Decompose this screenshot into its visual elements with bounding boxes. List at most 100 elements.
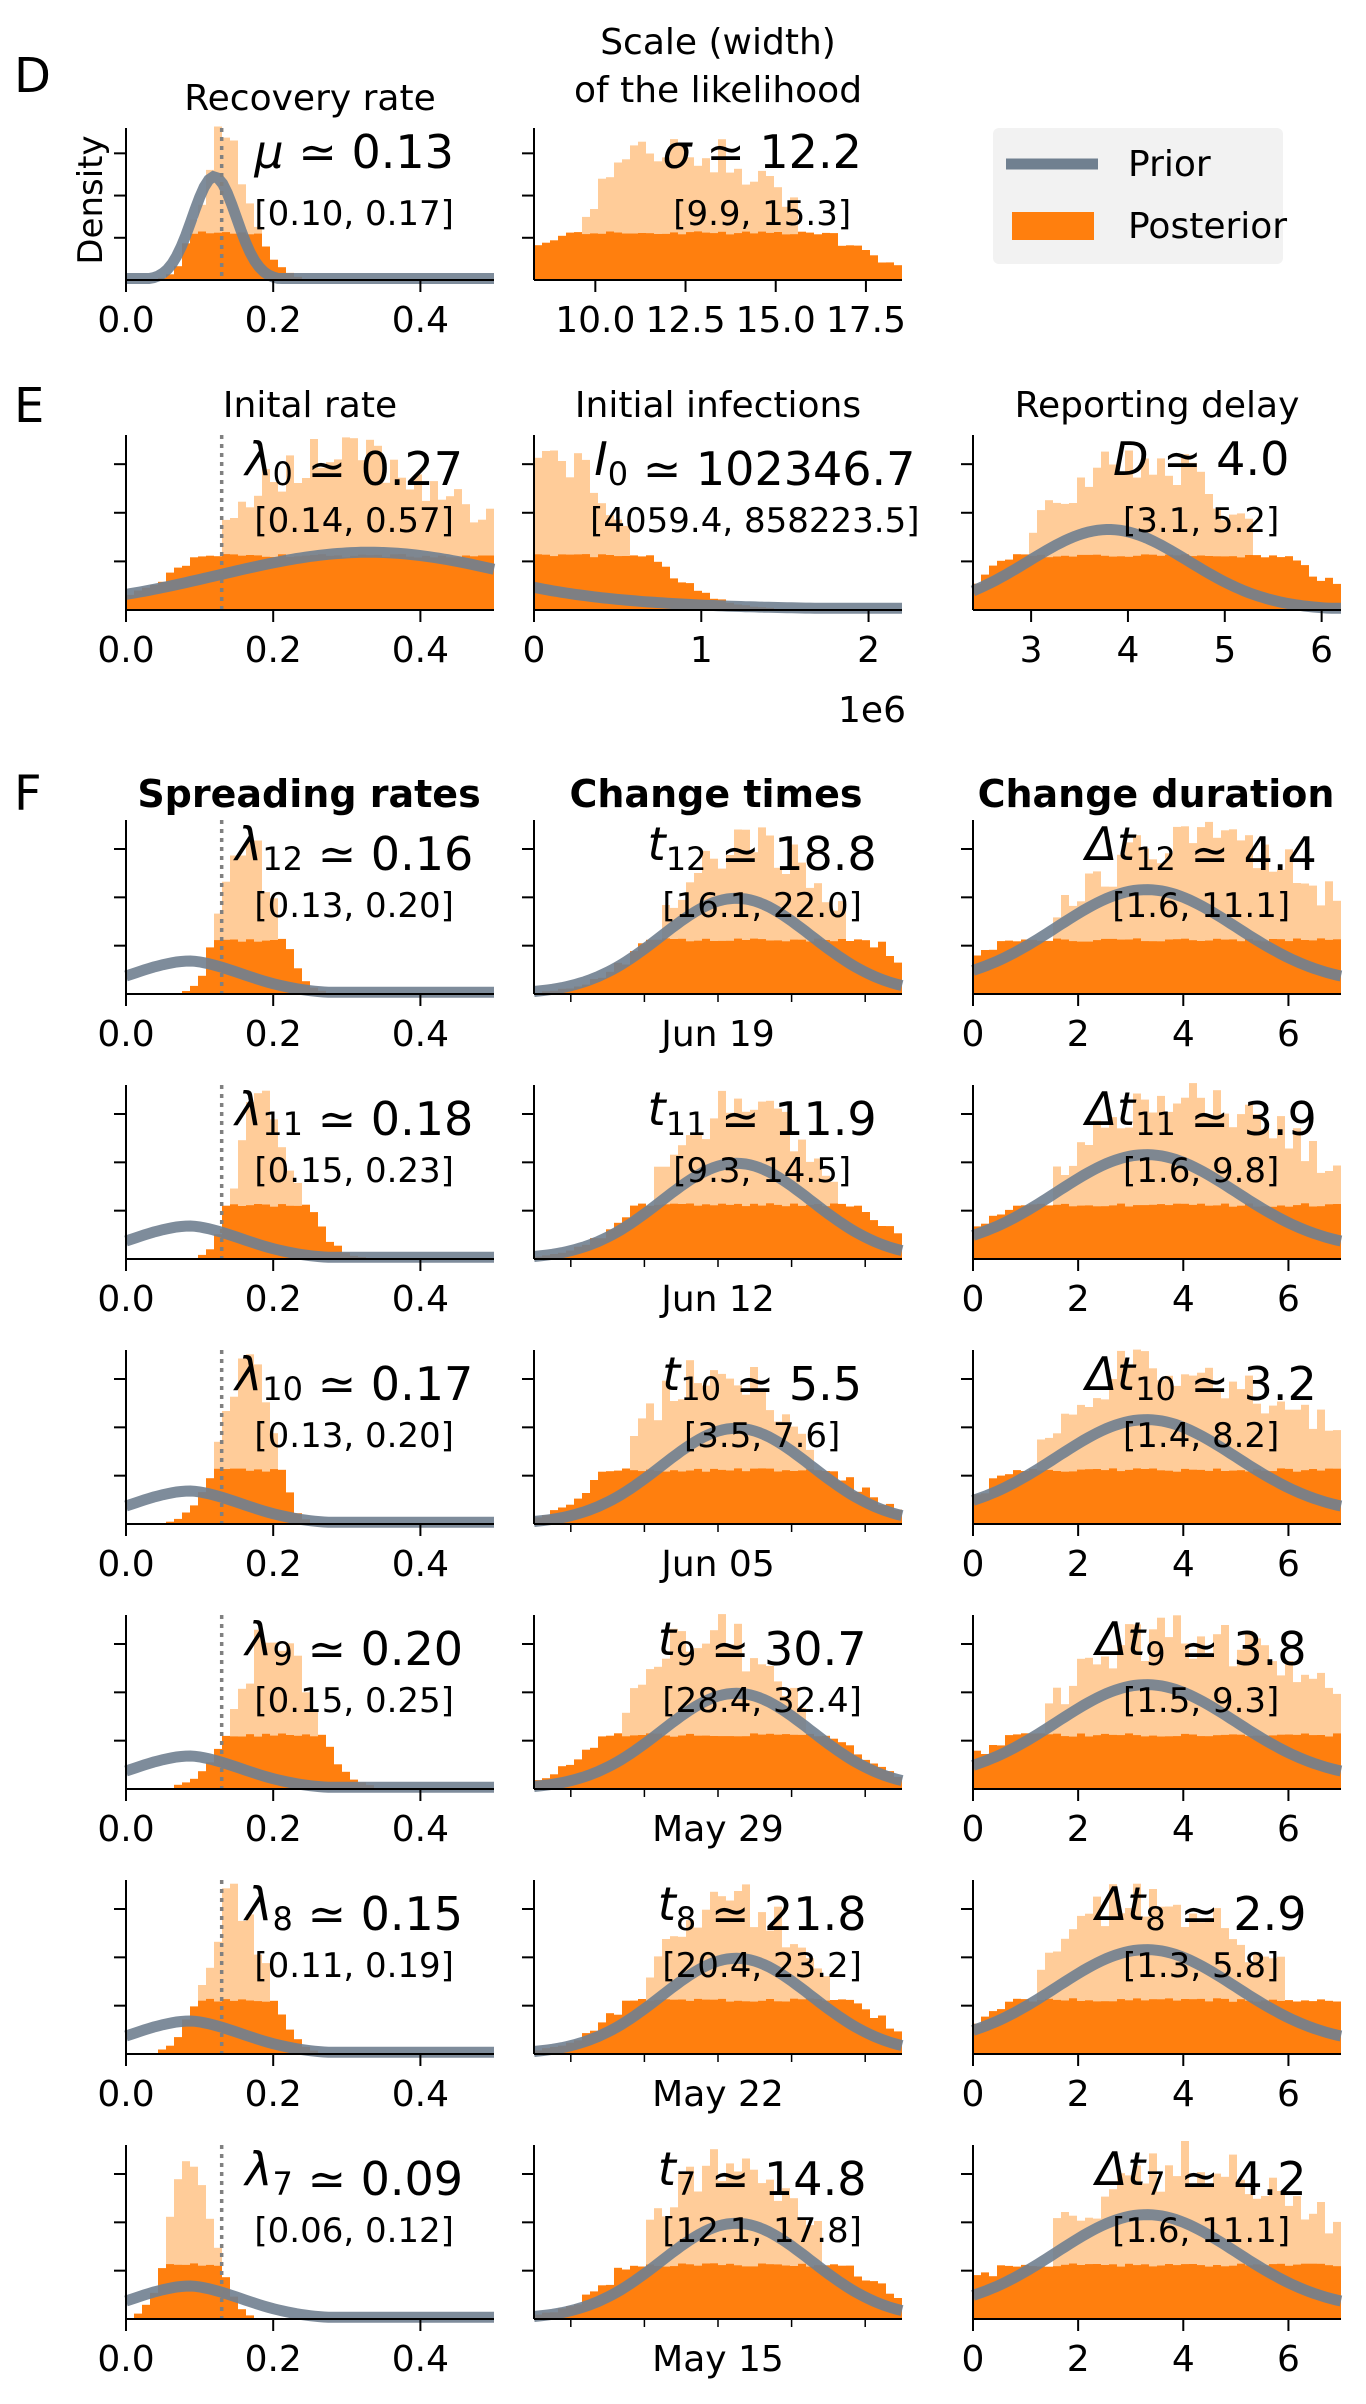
posterior-bar xyxy=(1269,939,1277,994)
posterior-bar xyxy=(342,557,350,610)
posterior-bar-light xyxy=(1157,458,1165,610)
posterior-bar-light xyxy=(1189,1913,1197,2054)
posterior-bar-light xyxy=(1085,1145,1093,1259)
posterior-bar-light xyxy=(1293,1409,1301,1524)
panel-I0: 0 1 2 1e6 Initial infections I0 ≃ 102346.7 [40… xyxy=(522,385,919,731)
posterior-bar xyxy=(262,1471,270,1524)
posterior-bar xyxy=(973,583,981,610)
posterior-bar-light xyxy=(262,1090,270,1259)
posterior-bar-light xyxy=(1125,1127,1133,1259)
posterior-bar-light xyxy=(726,1378,734,1524)
posterior-bar-light xyxy=(750,852,758,994)
posterior-bar-light xyxy=(734,1891,742,2054)
estimate-annotation: λ0 ≃ 0.27 xyxy=(242,432,463,496)
posterior-bar-light xyxy=(686,1920,694,2054)
posterior-bar xyxy=(1173,2265,1181,2319)
posterior-bar xyxy=(973,1226,981,1259)
posterior-bar-light xyxy=(1213,1391,1221,1524)
posterior-bar xyxy=(814,938,822,994)
posterior-bar-light xyxy=(702,1139,710,1259)
posterior-bar-light xyxy=(678,1936,686,2054)
x-tick-label: 0 xyxy=(962,1544,985,1585)
posterior-bar xyxy=(638,1471,646,1524)
x-offset-label: 1e6 xyxy=(838,690,906,731)
posterior-bar-light xyxy=(742,1884,750,2054)
posterior-bar-light xyxy=(262,469,270,610)
posterior-bar xyxy=(678,2263,686,2319)
credible-interval: [9.3, 14.5] xyxy=(673,1151,851,1191)
posterior-bar xyxy=(814,1204,822,1259)
posterior-bar xyxy=(1005,940,1013,994)
x-tick-label: 2 xyxy=(1067,1014,1090,1055)
x-tick-label: 6 xyxy=(1277,2074,1300,2115)
posterior-bar-light xyxy=(670,1936,678,2054)
posterior-bar-light xyxy=(702,2165,710,2319)
posterior-bar xyxy=(1229,1206,1237,1259)
posterior-bar xyxy=(1157,2265,1165,2319)
credible-interval: [28.4, 32.4] xyxy=(662,1681,862,1721)
posterior-bar xyxy=(1253,2264,1261,2319)
posterior-bar xyxy=(278,938,286,994)
posterior-bar-light xyxy=(750,1927,758,2054)
posterior-bar xyxy=(750,2266,758,2319)
posterior-bar xyxy=(1109,1468,1117,1524)
posterior-bar xyxy=(1173,2000,1181,2054)
posterior-bar xyxy=(1181,1999,1189,2054)
posterior-bar xyxy=(1253,2001,1261,2054)
posterior-bar xyxy=(238,1468,246,1524)
panel-l11: 0.0 0.2 0.4 λ11 ≃ 0.18 [0.15, 0.23] xyxy=(97,1082,494,1320)
x-tick-label: May 22 xyxy=(652,2074,784,2115)
posterior-bar-light xyxy=(726,1112,734,1259)
posterior-bar-light xyxy=(1133,1093,1141,1259)
posterior-bar xyxy=(1029,1204,1037,1259)
posterior-bar xyxy=(838,1742,846,1789)
posterior-bar xyxy=(286,949,294,994)
posterior-bar xyxy=(686,941,694,994)
posterior-bar-light xyxy=(1181,826,1189,994)
posterior-bar-light xyxy=(1061,1938,1069,2054)
posterior-bar-light xyxy=(278,1650,286,1789)
estimate-annotation: σ ≃ 12.2 xyxy=(662,125,861,179)
posterior-bar xyxy=(662,1735,670,1789)
posterior-bar-light xyxy=(246,840,254,994)
estimate-annotation: λ11 ≃ 0.18 xyxy=(232,1082,473,1146)
posterior-bar xyxy=(334,1764,342,1789)
posterior-bar xyxy=(774,1734,782,1789)
posterior-bar xyxy=(1221,1734,1229,1789)
posterior-bar xyxy=(854,245,862,280)
posterior-bar xyxy=(134,2313,142,2319)
posterior-bar xyxy=(814,1736,822,1789)
credible-interval: [3.5, 7.6] xyxy=(684,1416,840,1456)
panel-t11: Jun 12 t11 ≃ 11.9 [9.3, 14.5] xyxy=(522,1082,904,1320)
posterior-bar-light xyxy=(1117,1350,1125,1524)
posterior-bar xyxy=(1165,939,1173,994)
posterior-bar xyxy=(1045,1205,1053,1259)
posterior-bar-light xyxy=(726,855,734,994)
posterior-bar xyxy=(718,1736,726,1789)
posterior-bar-light xyxy=(302,478,310,610)
posterior-bar xyxy=(318,1226,326,1259)
prior-curve xyxy=(971,1944,1343,2042)
posterior-bar xyxy=(278,1204,286,1259)
posterior-bar xyxy=(790,2266,798,2319)
posterior-bar xyxy=(1117,1471,1125,1524)
estimate-annotation: D ≃ 4.0 xyxy=(1113,432,1289,486)
posterior-bar-light xyxy=(646,1403,654,1524)
posterior-bar xyxy=(838,939,846,994)
posterior-bar-light xyxy=(286,455,294,610)
posterior-bar xyxy=(582,1749,590,1789)
posterior-bar xyxy=(806,1469,814,1524)
posterior-bar xyxy=(390,554,398,610)
posterior-bar-light xyxy=(662,157,670,280)
posterior-bar xyxy=(1125,1469,1133,1524)
posterior-bar xyxy=(1261,2000,1269,2054)
posterior-bar-light xyxy=(230,1883,238,2054)
posterior-bar xyxy=(1013,1470,1021,1524)
prior-curve xyxy=(124,955,494,998)
posterior-bar xyxy=(326,1746,334,1789)
posterior-bar xyxy=(1157,1736,1165,1789)
posterior-bar-light xyxy=(1181,1097,1189,1259)
posterior-bar xyxy=(806,941,814,994)
posterior-bar xyxy=(1045,2266,1053,2319)
posterior-bar xyxy=(1117,1999,1125,2054)
